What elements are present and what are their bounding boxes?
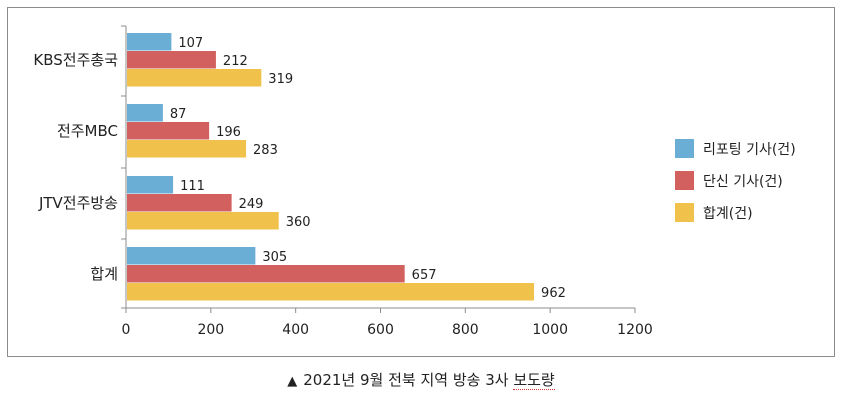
data-label: 111 — [180, 179, 205, 194]
caption-text-underlined: 보도량 — [513, 371, 555, 390]
data-label: 212 — [223, 54, 248, 69]
bar — [127, 69, 262, 87]
chart-caption: ▲ 2021년 9월 전북 지역 방송 3사 보도량 — [0, 369, 842, 390]
bar — [127, 265, 405, 283]
x-tick-label: 800 — [452, 322, 479, 338]
bar — [127, 140, 247, 158]
x-tick-label: 400 — [282, 322, 309, 338]
category-label: KBS전주총국 — [33, 51, 118, 69]
data-label: 962 — [541, 286, 566, 301]
data-label: 319 — [268, 72, 293, 87]
x-tick-label: 600 — [367, 322, 394, 338]
category-label: 전주MBC — [57, 122, 118, 140]
legend-label: 단신 기사(건) — [703, 174, 783, 190]
bar — [127, 51, 216, 69]
data-label: 657 — [412, 268, 437, 283]
data-label: 360 — [286, 215, 311, 230]
bar — [127, 33, 172, 51]
caption-text: 2021년 9월 전북 지역 방송 3사 — [303, 371, 514, 389]
x-tick-label: 0 — [122, 322, 131, 338]
x-tick-label: 1200 — [617, 322, 653, 338]
chart-frame: 0 200 400 600 800 1000 1200 KBS전주총국 107 212 319 전주M… — [7, 7, 835, 357]
legend-label: 리포팅 기사(건) — [703, 142, 796, 158]
legend-swatch — [675, 203, 694, 222]
bar — [127, 283, 535, 301]
bar — [127, 104, 163, 122]
data-label: 305 — [262, 250, 287, 265]
data-label: 249 — [239, 197, 264, 212]
bar — [127, 212, 279, 230]
category-label: JTV전주방송 — [38, 194, 118, 212]
caption-triangle-icon: ▲ — [287, 374, 298, 389]
x-tick-label: 1000 — [532, 322, 568, 338]
x-tick-label: 200 — [197, 322, 224, 338]
category-label: 합계 — [90, 265, 118, 283]
legend-label: 합계(건) — [703, 206, 753, 222]
data-label: 196 — [216, 125, 241, 140]
bar — [127, 176, 174, 194]
legend-swatch — [675, 171, 694, 190]
bar-chart: 0 200 400 600 800 1000 1200 KBS전주총국 107 212 319 전주M… — [33, 25, 796, 338]
bar — [127, 194, 232, 212]
data-label: 87 — [170, 107, 187, 122]
bar — [127, 122, 210, 140]
legend-swatch — [675, 139, 694, 158]
data-label: 107 — [178, 36, 203, 51]
bar — [127, 247, 256, 265]
data-label: 283 — [253, 143, 278, 158]
